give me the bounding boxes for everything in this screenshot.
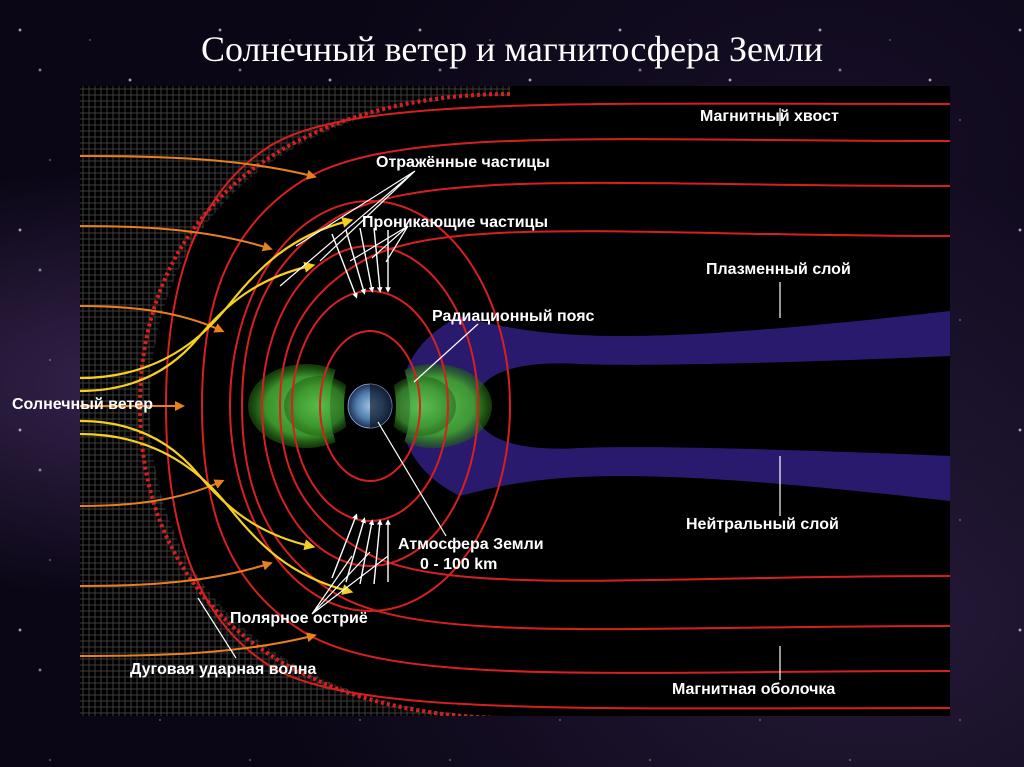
label-atmosphere-1: Атмосфера Земли bbox=[398, 536, 544, 554]
magnetosphere-diagram: Магнитный хвост Отражённые частицы Прони… bbox=[80, 86, 950, 716]
label-neutral-layer: Нейтральный слой bbox=[686, 516, 839, 534]
neutral-layer bbox=[475, 356, 950, 456]
label-solar-wind: Солнечный ветер bbox=[12, 396, 153, 414]
label-polar-cusp: Полярное остриё bbox=[230, 610, 368, 628]
page-title: Солнечный ветер и магнитосфера Земли bbox=[0, 28, 1024, 70]
label-magnetic-tail: Магнитный хвост bbox=[700, 108, 839, 126]
label-radiation-belt: Радиационный пояс bbox=[432, 308, 594, 326]
label-reflected-particles: Отражённые частицы bbox=[376, 154, 550, 172]
diagram-svg bbox=[80, 86, 950, 716]
label-bow-shock: Дуговая ударная волна bbox=[130, 661, 316, 679]
label-penetrating-particles: Проникающие частицы bbox=[362, 214, 548, 232]
label-atmosphere-2: 0 - 100 km bbox=[420, 556, 497, 574]
label-magnetic-sheath: Магнитная оболочка bbox=[672, 681, 835, 699]
label-plasma-layer: Плазменный слой bbox=[706, 261, 851, 279]
